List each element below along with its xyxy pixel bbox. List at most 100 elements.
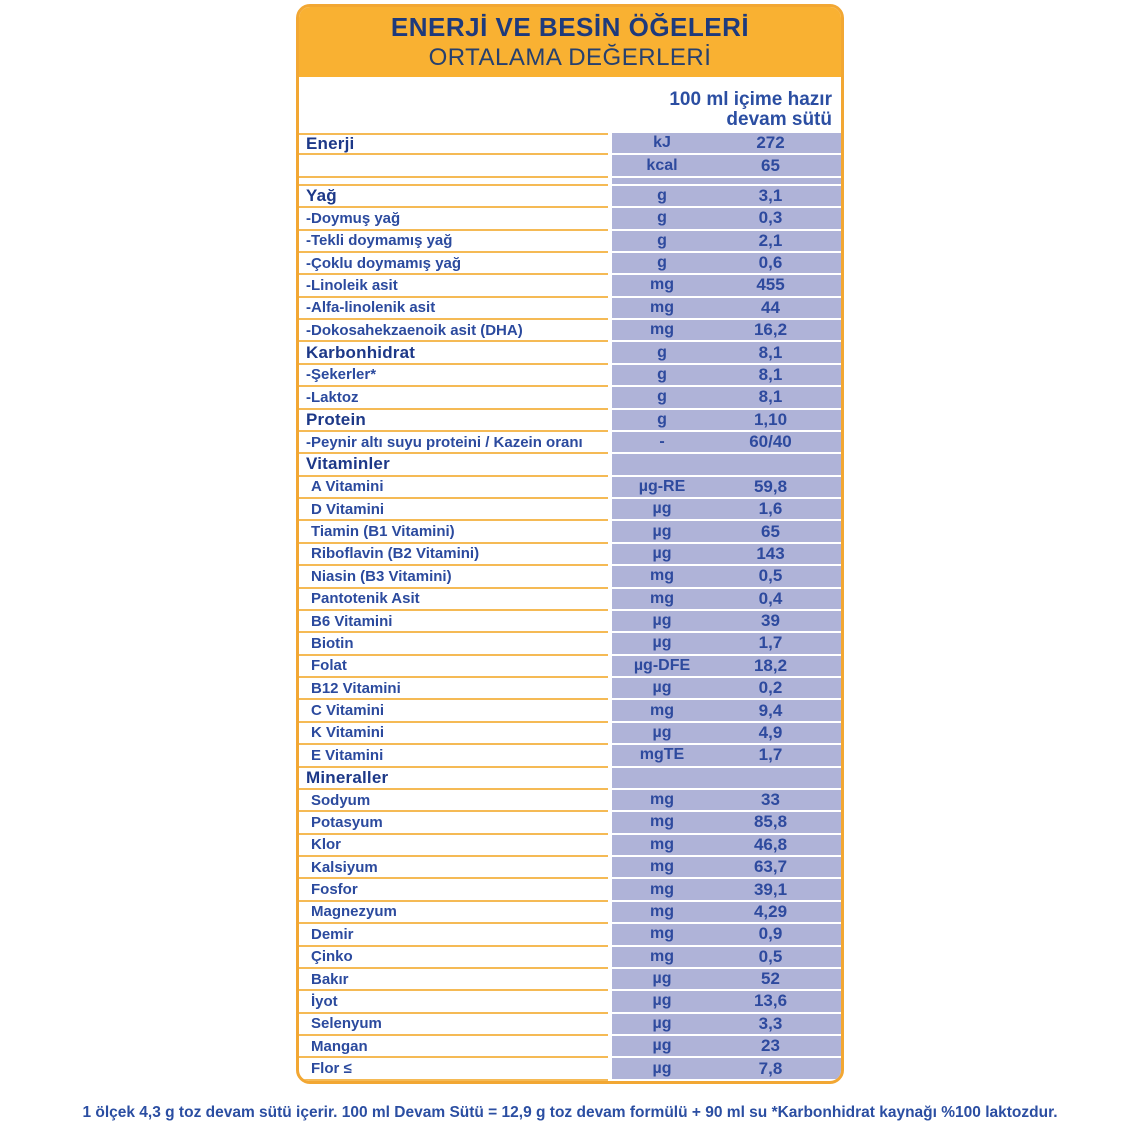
- row-unit: mg: [650, 791, 674, 809]
- row-unit: µg: [652, 634, 672, 652]
- row-label: Protein: [299, 410, 608, 432]
- panel-subtitle: ORTALAMA DEĞERLERİ: [428, 44, 712, 71]
- row-label: Mineraller: [299, 768, 608, 790]
- row-values: g 8,1: [612, 342, 841, 363]
- row-unit: µg: [652, 1037, 672, 1055]
- row-values: mg 16,2: [612, 320, 841, 341]
- row-unit: mg: [650, 880, 674, 898]
- row-label: -Alfa-linolenik asit: [299, 298, 608, 320]
- row-value: 60/40: [749, 432, 792, 452]
- table-row: Mangan µg 23: [299, 1036, 841, 1059]
- row-values: g 0,6: [612, 252, 841, 274]
- row-value: 272: [756, 133, 785, 153]
- row-value: 1,10: [753, 409, 788, 429]
- row-values: µg 1,6: [612, 499, 841, 520]
- row-values: - 60/40: [612, 431, 841, 453]
- row-unit: µg: [652, 679, 672, 697]
- row-value: 4,29: [753, 901, 788, 921]
- table-row: Tiamin (B1 Vitamini) µg 65: [299, 521, 841, 544]
- row-unit: mg: [650, 589, 674, 607]
- row-values: mg 39,1: [612, 879, 841, 900]
- row-unit: g: [657, 365, 667, 383]
- row-unit: mg: [650, 321, 674, 339]
- row-values: g 0,3: [612, 208, 841, 229]
- row-unit: µg: [652, 522, 672, 540]
- row-unit: µg: [652, 992, 672, 1010]
- row-unit: µg-RE: [638, 477, 686, 495]
- table-row: Protein g 1,10: [299, 409, 841, 432]
- table-row: D Vitamini µg 1,6: [299, 499, 841, 522]
- row-unit: mg: [650, 835, 674, 853]
- column-header: 100 ml içime hazır devam sütü: [299, 77, 841, 133]
- row-label: Folat: [299, 656, 608, 678]
- row-label: A Vitamini: [299, 477, 608, 499]
- row-unit: mg: [650, 276, 674, 294]
- table-row: Pantotenik Asit mg 0,4: [299, 588, 841, 611]
- row-values: µg-DFE 18,2: [612, 655, 841, 676]
- row-value: 13,6: [753, 991, 788, 1011]
- nutrition-panel: ENERJİ VE BESİN ÖĞELERİ ORTALAMA DEĞERLE…: [296, 4, 844, 1084]
- row-values: mg 85,8: [612, 812, 841, 833]
- row-values: g 8,1: [612, 364, 841, 386]
- table-row: Mineraller: [299, 767, 841, 790]
- nutrition-table-body: Enerji kJ 272 kcal 65 Yağ g 3,1 -Doymuş …: [299, 133, 841, 1081]
- row-label: -Şekerler*: [299, 365, 608, 388]
- footnote-text: 1 ölçek 4,3 g toz devam sütü içerir. 100…: [82, 1104, 1058, 1121]
- row-value: 59,8: [753, 476, 788, 496]
- row-unit: kJ: [653, 134, 671, 152]
- row-label: Enerji: [299, 133, 608, 156]
- row-values: µg 143: [612, 543, 841, 565]
- row-label: K Vitamini: [299, 723, 608, 746]
- row-value: 0,6: [758, 253, 783, 273]
- row-unit: kcal: [646, 156, 678, 174]
- row-value: 3,3: [758, 1013, 783, 1033]
- row-unit: µg: [652, 1014, 672, 1032]
- row-unit: g: [657, 254, 667, 272]
- row-unit: mg: [650, 567, 674, 585]
- row-values: mg 44: [612, 297, 841, 318]
- table-row: Potasyum mg 85,8: [299, 812, 841, 835]
- table-row: -Tekli doymamış yağ g 2,1: [299, 230, 841, 253]
- row-label: [299, 155, 608, 178]
- row-values: kcal 65: [612, 155, 841, 176]
- row-value: 7,8: [758, 1058, 783, 1078]
- row-value: 143: [756, 543, 785, 563]
- row-label: Riboflavin (B2 Vitamini): [299, 544, 608, 567]
- row-values: [612, 767, 841, 788]
- row-unit: µg: [652, 544, 672, 562]
- row-values: mg 455: [612, 275, 841, 296]
- table-row: -Linoleik asit mg 455: [299, 275, 841, 298]
- row-values: mg 33: [612, 789, 841, 811]
- row-label: -Laktoz: [299, 387, 608, 410]
- row-value: 44: [761, 297, 780, 317]
- row-unit: g: [657, 343, 667, 361]
- row-label: Kalsiyum: [299, 857, 608, 880]
- row-values: mgTE 1,7: [612, 745, 841, 766]
- row-unit: g: [657, 410, 667, 428]
- table-row: Vitaminler: [299, 454, 841, 477]
- row-label: Biotin: [299, 633, 608, 656]
- row-values: µg 1,7: [612, 633, 841, 654]
- row-value: 18,2: [753, 655, 788, 675]
- row-value: 52: [761, 969, 780, 989]
- table-row: B6 Vitamini µg 39: [299, 610, 841, 634]
- row-values: µg 7,8: [612, 1058, 841, 1079]
- row-value: 85,8: [753, 812, 788, 832]
- row-unit: mg: [650, 298, 674, 316]
- row-unit: mg: [650, 925, 674, 943]
- row-unit: mg: [650, 813, 674, 831]
- table-row: -Şekerler* g 8,1: [299, 364, 841, 388]
- table-row: -Çoklu doymamış yağ g 0,6: [299, 252, 841, 276]
- row-value: 63,7: [753, 857, 788, 877]
- row-unit: mg: [650, 858, 674, 876]
- row-label: Selenyum: [299, 1014, 608, 1036]
- table-row: Fosfor mg 39,1: [299, 879, 841, 902]
- table-row: Flor ≤ µg 7,8: [299, 1058, 841, 1081]
- row-values: mg 46,8: [612, 834, 841, 855]
- row-label: Vitaminler: [299, 454, 608, 477]
- row-label: -Linoleik asit: [299, 275, 608, 298]
- row-unit: mg: [650, 701, 674, 719]
- row-label: Magnezyum: [299, 902, 608, 925]
- row-values: mg 0,5: [612, 566, 841, 587]
- table-row: Riboflavin (B2 Vitamini) µg 143: [299, 543, 841, 567]
